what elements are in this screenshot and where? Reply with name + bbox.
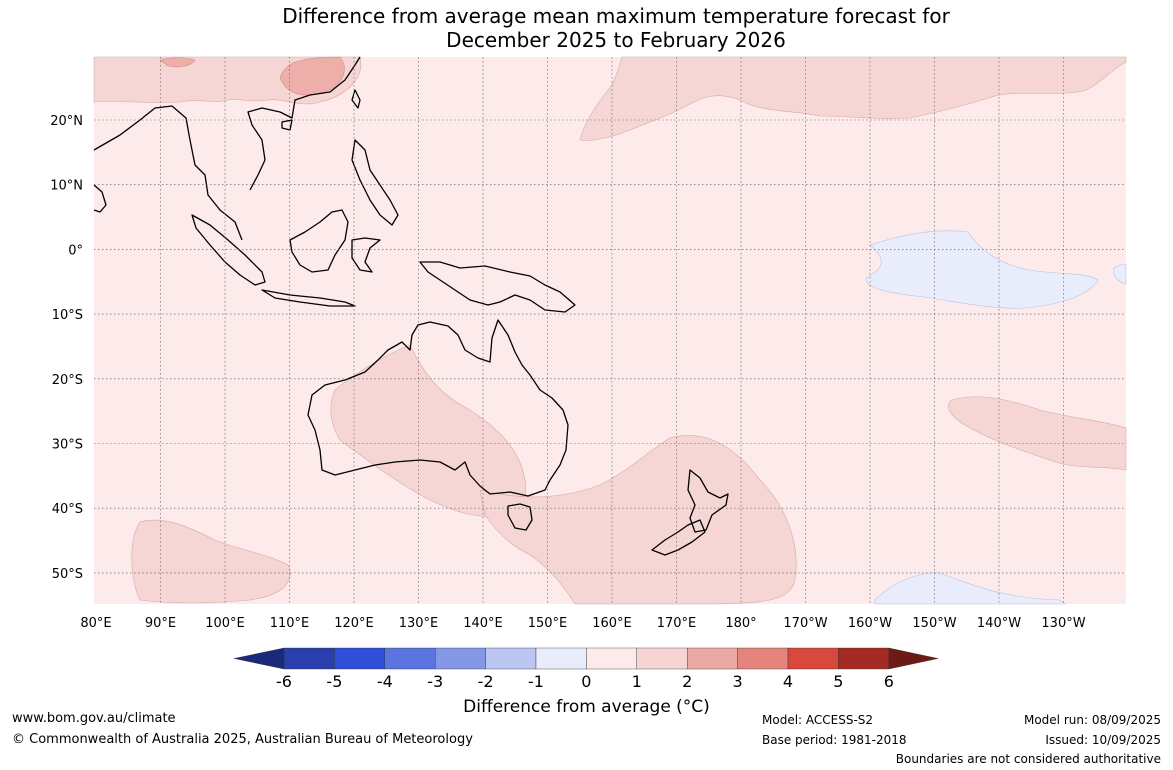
issued-date: Issued: 10/09/2025 [1045, 733, 1161, 747]
latitude-labels: 20°N 10°N 0° 10°S 20°S 30°S 40°S 50°S [50, 114, 83, 582]
longitude-label: 140°W [977, 616, 1021, 631]
title-line-2: December 2025 to February 2026 [446, 28, 786, 52]
latitude-label: 20°S [52, 373, 83, 388]
cool-anomaly-regions [865, 230, 1127, 605]
colorbar-tick-label: -2 [478, 672, 494, 691]
longitude-label: 180° [725, 616, 756, 631]
longitude-labels: 80°E 90°E 100°E 110°E 120°E 130°E 140°E 150°E 16… [80, 616, 1085, 631]
colorbar-tick-label: 6 [884, 672, 894, 691]
colorbar-tick-label: -5 [326, 672, 342, 691]
model-run-date: Model run: 08/09/2025 [1023, 713, 1161, 727]
coastline-borneo [289, 209, 349, 273]
coastline-java [261, 289, 356, 307]
longitude-label: 110°E [270, 616, 310, 631]
coastline-philippines [351, 139, 399, 226]
colorbar: -6 -5 -4 -3 -2 -1 0 1 2 3 4 5 6 [233, 647, 939, 691]
cool-region-southern-pacific [874, 571, 1066, 605]
longitude-label: 160°E [592, 616, 632, 631]
longitude-label: 130°E [399, 616, 439, 631]
colorbar-segment [485, 647, 537, 670]
colorbar-label: Difference from average (°C) [463, 697, 710, 717]
colorbar-tick-label: 2 [682, 672, 692, 691]
colorbar-tick-label: -6 [276, 672, 292, 691]
colorbar-segment [283, 647, 335, 670]
strong-warm-east-china [279, 56, 345, 96]
warm-region-tasman [479, 435, 797, 605]
latitude-label: 30°S [52, 438, 83, 453]
longitude-label: 80°E [80, 616, 111, 631]
longitude-label: 150°W [912, 616, 956, 631]
copyright-text: © Commonwealth of Australia 2025, Austra… [12, 732, 473, 747]
coastline-asia-mainland [93, 56, 361, 241]
model-name: Model: ACCESS-S2 [762, 713, 874, 727]
coastline-australia [307, 319, 569, 497]
colorbar-extend-high [888, 647, 939, 670]
title-line-1: Difference from average mean maximum tem… [282, 4, 950, 28]
latitude-label: 20°N [50, 114, 83, 129]
cool-region-east-pacific-small [1113, 263, 1127, 285]
warm-region-southern-indian [131, 519, 291, 604]
longitude-label: 140°E [463, 616, 503, 631]
longitude-label: 120°E [334, 616, 374, 631]
longitude-label: 150°E [528, 616, 568, 631]
latitude-label: 10°N [50, 179, 83, 194]
colorbar-tick-label: 4 [783, 672, 793, 691]
coastline-taiwan [351, 89, 361, 109]
latitude-label: 40°S [52, 502, 83, 517]
colorbar-tick-label: 1 [632, 672, 642, 691]
longitude-label: 170°E [657, 616, 697, 631]
strong-warm-himalaya [159, 57, 196, 68]
strong-warm-regions [159, 56, 345, 96]
colorbar-segment [636, 647, 688, 670]
colorbar-tick-label: 0 [581, 672, 591, 691]
colorbar-segment [737, 647, 789, 670]
colorbar-tick-label: 3 [733, 672, 743, 691]
colorbar-segment [384, 647, 436, 670]
map-title: Difference from average mean maximum tem… [0, 4, 1173, 52]
colorbar-segment [334, 647, 385, 670]
coastline-tasmania [507, 503, 533, 531]
coastline-south-island-nz [651, 519, 706, 556]
latitude-label: 0° [68, 243, 83, 258]
colorbar-segment [535, 647, 587, 670]
colorbar-segment [586, 647, 638, 670]
boundaries-disclaimer: Boundaries are not considered authoritat… [895, 752, 1161, 766]
warm-region-north-pacific [579, 56, 1127, 141]
coastline-india-east [93, 184, 107, 213]
coastline-new-guinea [419, 261, 576, 313]
cool-region-equatorial-pacific [865, 230, 1099, 309]
coastline-hainan [281, 119, 293, 131]
colorbar-tick-label: 5 [833, 672, 843, 691]
longitude-label: 90°E [145, 616, 176, 631]
warm-region-southeast-pacific [948, 396, 1127, 471]
colorbar-extend-low [233, 647, 285, 670]
latitude-label: 10°S [52, 308, 83, 323]
longitude-label: 170°W [783, 616, 827, 631]
longitude-label: 160°W [848, 616, 892, 631]
colorbar-segment [838, 647, 890, 670]
latitude-label: 50°S [52, 567, 83, 582]
coastlines [93, 56, 729, 556]
colorbar-tick-label: -3 [427, 672, 443, 691]
colorbar-segment [435, 647, 486, 670]
colorbar-segment [687, 647, 738, 670]
graticule [94, 57, 1126, 604]
website-link[interactable]: www.bom.gov.au/climate [12, 711, 176, 726]
longitude-label: 130°W [1041, 616, 1085, 631]
colorbar-tick-label: -1 [528, 672, 544, 691]
colorbar-segment [787, 647, 839, 670]
coastline-north-island-nz [687, 469, 729, 533]
coastline-sulawesi [351, 237, 381, 273]
base-period: Base period: 1981-2018 [762, 733, 907, 747]
longitude-label: 100°E [205, 616, 245, 631]
warm-anomaly-regions [93, 56, 1127, 605]
colorbar-tick-label: -4 [377, 672, 393, 691]
